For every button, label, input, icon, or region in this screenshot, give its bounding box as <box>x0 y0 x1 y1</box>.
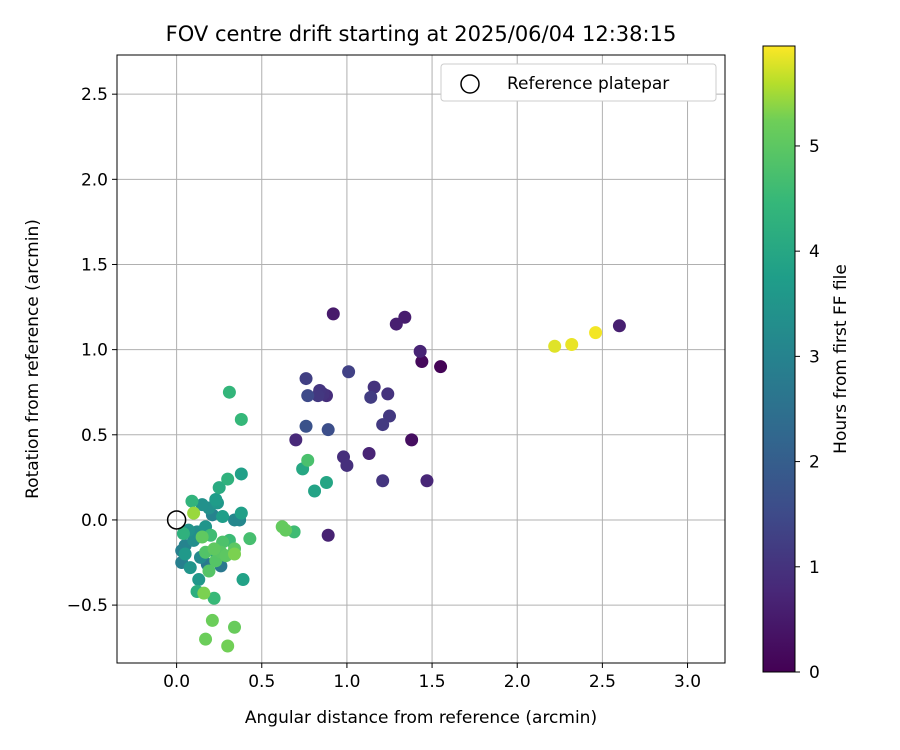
data-point <box>234 467 248 481</box>
data-point <box>228 547 242 561</box>
colorbar-tick-label: 2 <box>809 453 820 473</box>
x-axis-label: Angular distance from reference (arcmin) <box>245 708 597 728</box>
data-point <box>326 307 340 321</box>
colorbar-tick-label: 1 <box>809 558 820 578</box>
data-point <box>376 418 390 432</box>
y-tick-label: 2.0 <box>81 170 108 190</box>
x-tick-label: 0.0 <box>163 672 190 692</box>
legend: Reference platepar <box>440 63 717 102</box>
data-point <box>212 481 226 495</box>
data-point <box>301 453 315 467</box>
data-point <box>222 385 236 399</box>
data-point <box>195 530 209 544</box>
data-point <box>367 380 381 394</box>
data-point <box>178 547 192 561</box>
x-tick-label: 1.5 <box>419 672 446 692</box>
data-point <box>308 484 322 498</box>
colorbar: 0 1 2 3 4 5 Hours from first FF file <box>762 45 851 683</box>
data-point <box>279 523 293 537</box>
data-point <box>299 419 313 433</box>
data-point <box>183 561 197 575</box>
y-tick-label: 1.0 <box>81 341 108 361</box>
data-point <box>205 613 219 627</box>
data-point <box>209 493 223 507</box>
data-point <box>321 423 335 437</box>
data-point <box>221 639 235 653</box>
data-point <box>301 389 315 403</box>
data-point <box>565 338 579 352</box>
data-point <box>362 447 376 461</box>
colorbar-tick-label: 3 <box>809 347 820 367</box>
data-point <box>420 474 434 488</box>
data-point <box>434 360 448 374</box>
data-point <box>234 506 248 520</box>
data-point <box>207 542 221 556</box>
y-tick-label: 0.5 <box>81 426 108 446</box>
data-point <box>299 372 313 386</box>
colorbar-ticks: 0 1 2 3 4 5 <box>795 137 820 683</box>
legend-marker-reference <box>460 74 480 94</box>
data-point <box>376 474 390 488</box>
data-point <box>197 586 211 600</box>
data-point <box>176 527 190 541</box>
legend-box <box>440 63 717 102</box>
data-point <box>311 389 325 403</box>
data-point <box>192 573 206 587</box>
colorbar-tick-label: 4 <box>809 242 820 262</box>
x-tick-label: 1.0 <box>333 672 360 692</box>
data-point <box>289 433 303 447</box>
data-point <box>228 620 242 634</box>
data-point <box>185 494 199 508</box>
data-point <box>612 319 626 333</box>
x-tick-label: 0.5 <box>248 672 275 692</box>
y-tick-label: −0.5 <box>67 596 108 616</box>
legend-label-reference: Reference platepar <box>507 74 669 94</box>
data-point <box>187 506 201 520</box>
data-point <box>413 344 427 358</box>
x-tick-label: 3.0 <box>674 672 701 692</box>
plot-frame <box>116 54 726 664</box>
data-point <box>207 591 221 605</box>
data-point <box>415 355 429 369</box>
colorbar-gradient <box>762 45 796 673</box>
data-point <box>234 412 248 426</box>
chart-title: FOV centre drift starting at 2025/06/04 … <box>166 22 677 46</box>
data-point <box>364 390 378 404</box>
colorbar-tick-label: 0 <box>809 663 820 683</box>
x-tick-label: 2.0 <box>504 672 531 692</box>
data-point <box>319 475 333 489</box>
data-point <box>321 528 335 542</box>
colorbar-label: Hours from first FF file <box>831 264 851 454</box>
x-axis-ticks: 0.0 0.5 1.0 1.5 2.0 2.5 3.0 <box>163 663 701 692</box>
data-point <box>243 532 257 546</box>
data-point <box>202 564 216 578</box>
data-point <box>221 472 235 486</box>
reference-platepar-marker <box>166 510 187 530</box>
data-point <box>340 458 354 472</box>
data-point <box>589 326 603 340</box>
data-point <box>216 510 230 524</box>
data-points <box>175 307 626 653</box>
y-axis-ticks: −0.5 0.0 0.5 1.0 1.5 2.0 2.5 <box>67 85 117 616</box>
y-tick-label: 0.0 <box>81 511 108 531</box>
data-point <box>195 498 209 512</box>
data-point <box>381 387 395 401</box>
data-point <box>199 632 213 646</box>
data-point <box>342 365 356 379</box>
y-axis-label: Rotation from reference (arcmin) <box>23 219 43 499</box>
data-point <box>389 317 403 331</box>
y-tick-label: 2.5 <box>81 85 108 105</box>
x-tick-label: 2.5 <box>589 672 616 692</box>
y-tick-label: 1.5 <box>81 255 108 275</box>
data-point <box>405 433 419 447</box>
data-point <box>236 573 250 587</box>
colorbar-tick-label: 5 <box>809 137 820 157</box>
data-point <box>548 339 562 353</box>
